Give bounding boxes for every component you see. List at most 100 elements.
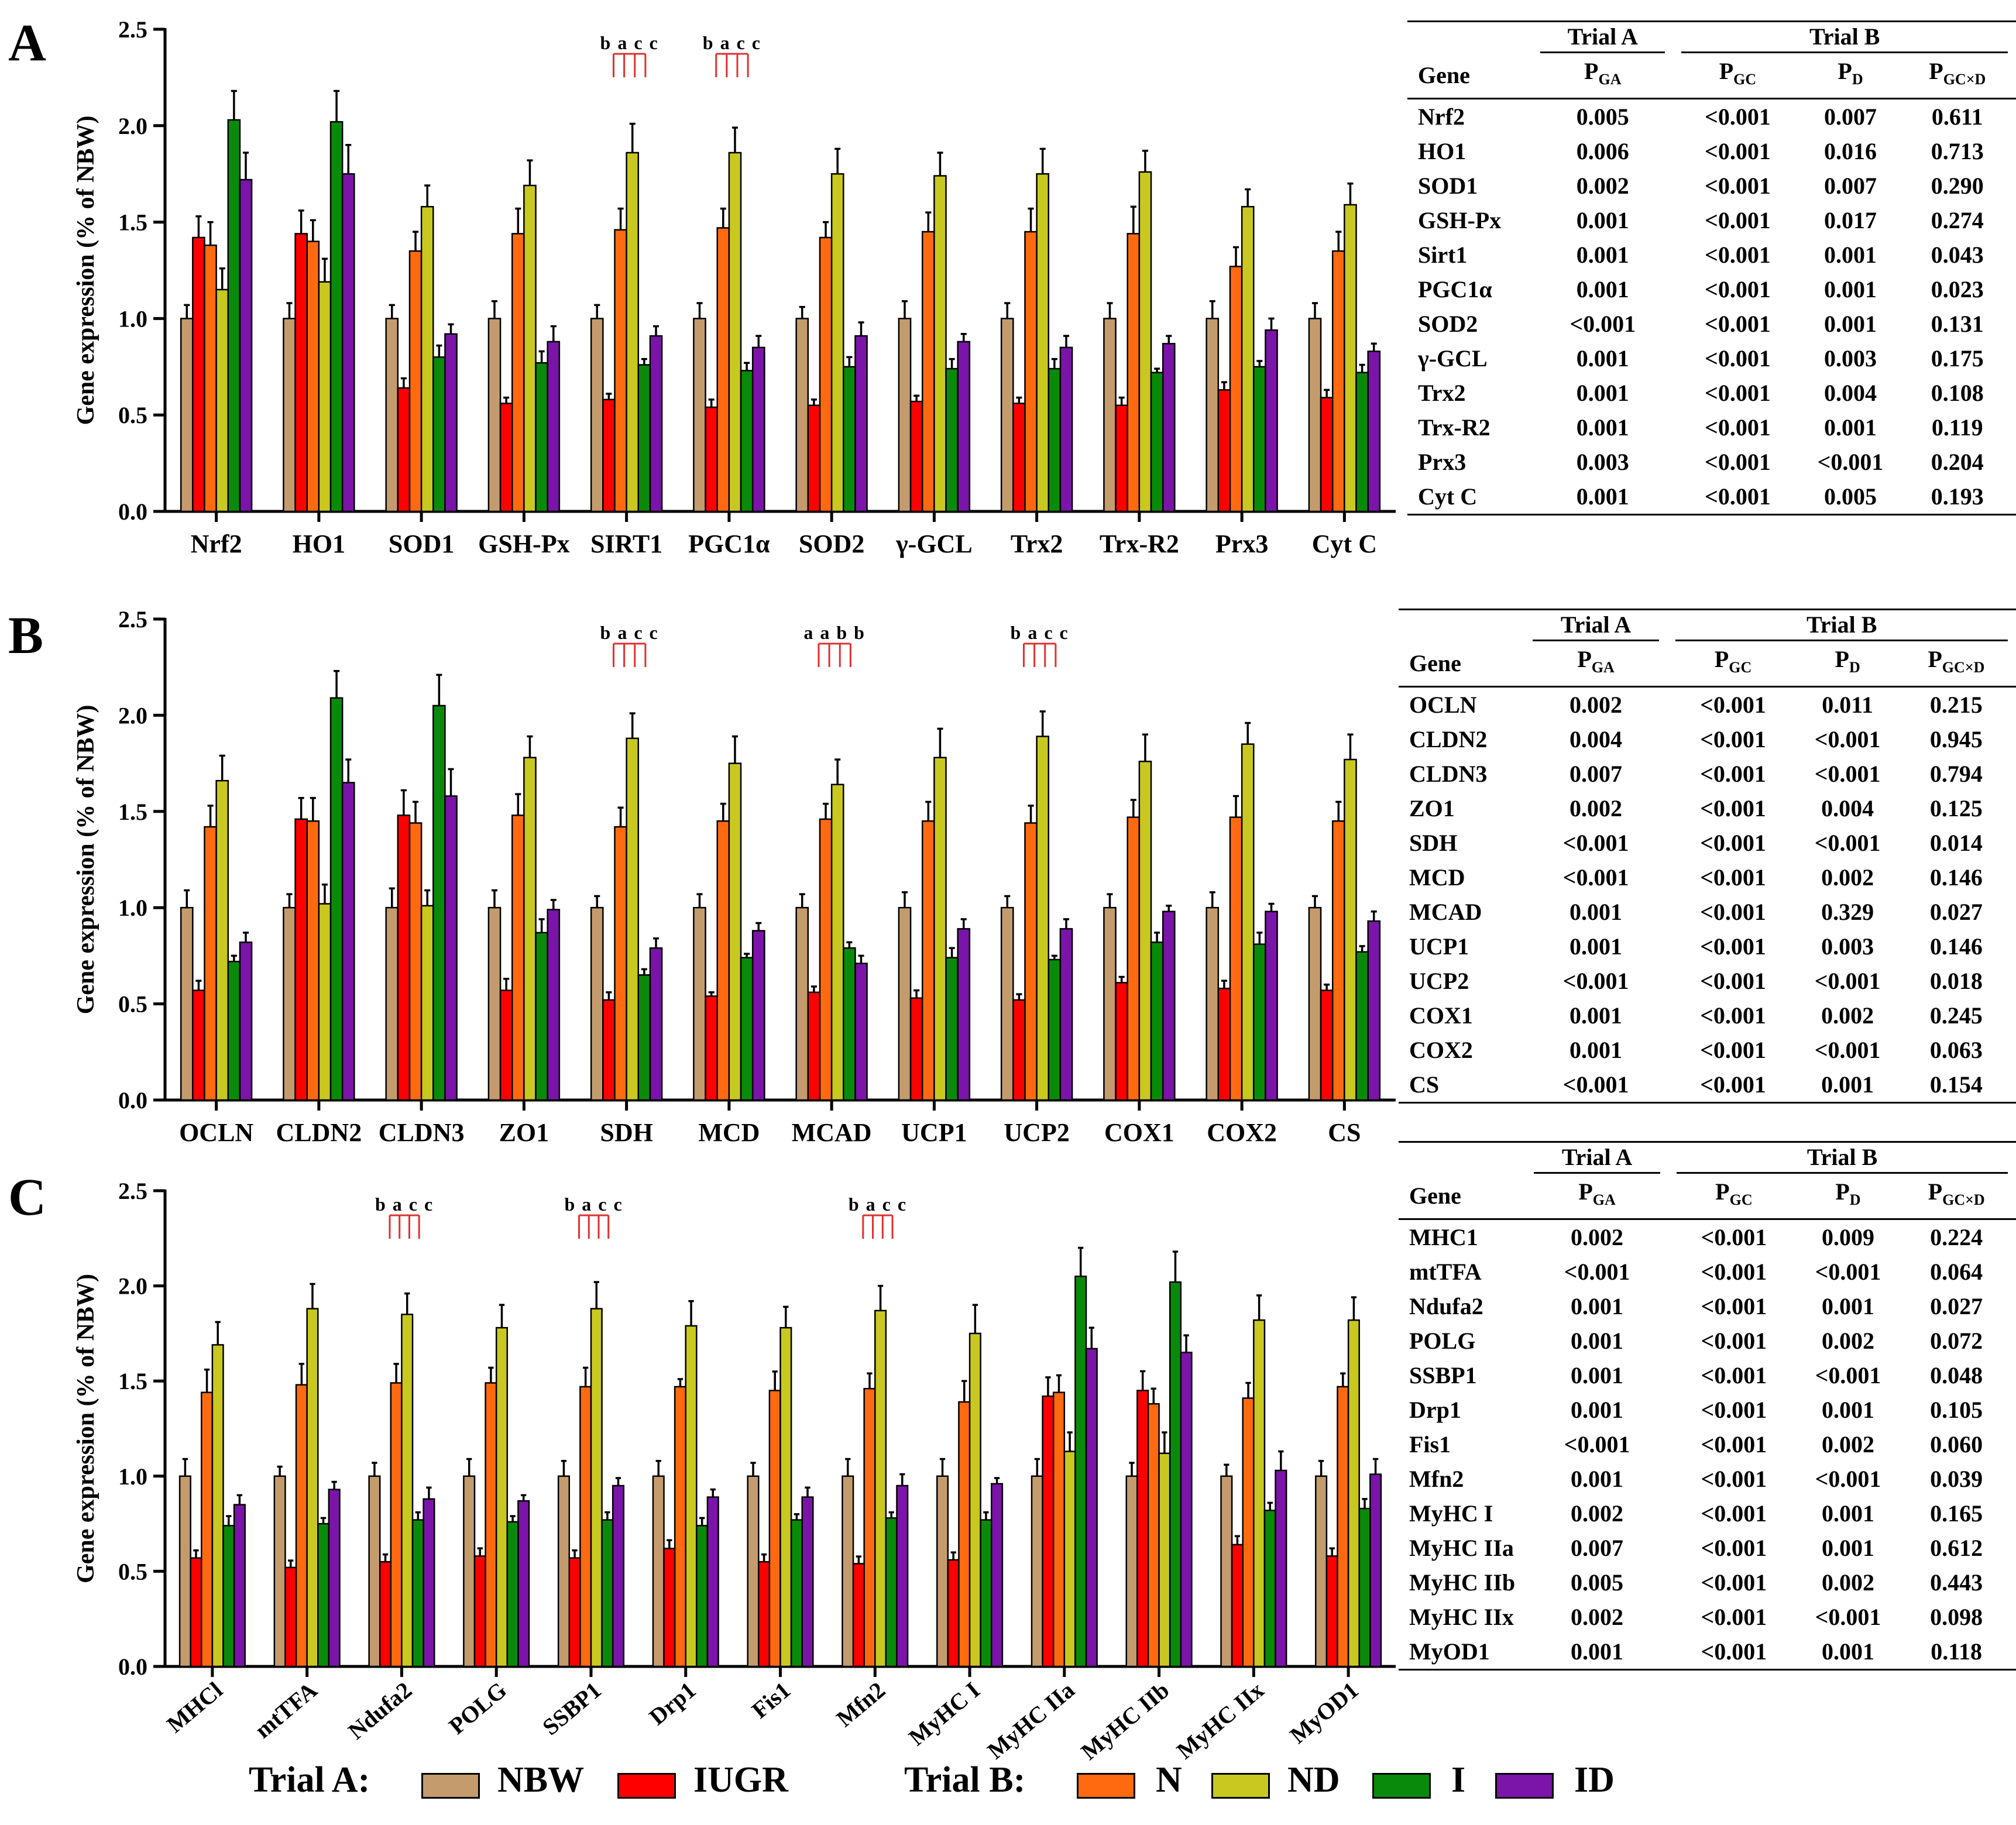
bar-i-ssbp1	[601, 1519, 614, 1668]
p-gcd-header: PGC×D	[1897, 1174, 2016, 1220]
bar-nd-myhc-i	[968, 1332, 981, 1668]
p-ga-cell: 0.001	[1571, 1293, 1624, 1319]
p-ga-cell: <0.001	[1562, 864, 1629, 891]
p-gcd-cell: 0.027	[1930, 1293, 1983, 1319]
table-header-columns: Gene PGA PGC PD PGC×D	[1399, 641, 2016, 688]
bar-i-cox2	[1253, 943, 1266, 1101]
bar-nd-sod1	[420, 205, 434, 513]
table-row: SDH <0.001 <0.001 <0.001 0.014	[1399, 826, 2016, 860]
bar-nd-cox1	[1138, 761, 1152, 1101]
p-gcd-cell: 0.215	[1929, 692, 1983, 718]
p-d-cell: 0.004	[1821, 795, 1874, 822]
p-d-cell: <0.001	[1814, 726, 1881, 752]
x-tick-label-myhc-iib: MyHC IIb	[1076, 1676, 1174, 1765]
bar-iugr-cyt-c	[1320, 397, 1334, 513]
bar-nbw-trx-r2	[1103, 318, 1117, 513]
bar-iugr-nrf2	[192, 236, 205, 513]
legend-swatch-nbw	[421, 1773, 480, 1799]
p-gc-header: PGC	[1673, 53, 1802, 99]
bar-i-myod1	[1358, 1507, 1371, 1668]
bar-nbw-ucp1	[898, 906, 912, 1101]
table-row: Trx2 0.001 <0.001 0.004 0.108	[1407, 376, 2016, 410]
bar-nd-mcad	[830, 783, 844, 1101]
bar-nbw-nrf2	[180, 318, 194, 513]
bar-i-cs	[1355, 951, 1369, 1101]
bar-n-sirt1	[614, 229, 627, 513]
p-ga-header: PGA	[1525, 1174, 1669, 1220]
bar-nd-myhc-iib	[1158, 1452, 1171, 1668]
bar-nd-nrf2	[215, 288, 229, 513]
p-ga-cell: 0.001	[1571, 1397, 1624, 1423]
p-gc-cell: <0.001	[1705, 173, 1771, 199]
panel-letter-b: B	[8, 607, 44, 665]
p-gcd-cell: 0.064	[1930, 1259, 1983, 1285]
bar-iugr-sirt1	[602, 398, 616, 513]
p-gcd-cell: 0.611	[1931, 104, 1983, 130]
bar-id-sod1	[444, 333, 458, 513]
bar-nd-sod2	[830, 173, 844, 513]
p-gc-cell: <0.001	[1700, 692, 1766, 718]
legend: Trial A: NBW IUGR Trial B: N ND I ID	[0, 1752, 2016, 1823]
p-gc-cell: <0.001	[1705, 311, 1771, 337]
bar-i-trx2	[1048, 367, 1062, 513]
bar-iugr-cldn3	[397, 814, 411, 1101]
table-row: SSBP1 0.001 <0.001 <0.001 0.048	[1399, 1358, 2016, 1393]
p-gcd-cell: 0.443	[1930, 1569, 1983, 1596]
bar-id-myhc-iia	[1085, 1348, 1098, 1668]
bar-n-pgc1	[716, 227, 730, 513]
bar-n-sod1	[408, 250, 423, 513]
bar-id-cldn3	[444, 795, 458, 1101]
bar-n-ucp2	[1024, 822, 1038, 1101]
chart-panel-a: 0.0 0.5 1.0 1.5 2.0 2.5 Gene expression (% of …	[73, 16, 1396, 558]
gene-cell: HO1	[1418, 138, 1467, 164]
p-gcd-cell: 0.274	[1931, 207, 1984, 233]
p-ga-cell: 0.002	[1569, 795, 1623, 822]
legend-trial-a-title: Trial A:	[249, 1760, 370, 1800]
bar-id-myhc-iix	[1275, 1469, 1287, 1668]
bar-nbw-fis1	[747, 1475, 760, 1668]
y-tick-label: 0.5	[118, 991, 147, 1018]
table-header-trials: Trial A Trial B	[1407, 20, 2016, 53]
y-tick-label: 2.0	[118, 702, 147, 728]
bar-n-gcl	[921, 231, 935, 513]
bar-iugr-myhc-i	[947, 1559, 960, 1668]
bar-nd-cldn3	[420, 905, 434, 1101]
significance-letters: b a c c	[849, 1194, 907, 1215]
p-gcd-cell: 0.023	[1931, 276, 1984, 303]
bar-nd-cs	[1344, 758, 1357, 1101]
table-row: Prx3 0.003 <0.001 <0.001 0.204	[1407, 445, 2016, 479]
p-ga-cell: 0.001	[1569, 1002, 1623, 1029]
bar-iugr-pgc1	[705, 406, 718, 513]
p-gcd-cell: 0.014	[1929, 830, 1983, 856]
legend-label-n: N	[1156, 1760, 1182, 1800]
bar-nbw-cldn2	[283, 906, 296, 1101]
bar-iugr-cox2	[1217, 988, 1231, 1101]
significance-annotation-sdh: b a c c	[600, 622, 658, 667]
bar-n-ucp1	[921, 820, 935, 1101]
table-row: OCLN 0.002 <0.001 0.011 0.215	[1399, 687, 2016, 723]
bar-i-sod2	[843, 366, 856, 513]
bar-n-mfn2	[863, 1387, 876, 1668]
bar-nd-polg	[495, 1326, 509, 1668]
bar-i-zo1	[535, 932, 548, 1101]
significance-annotation-ssbp1: b a c c	[565, 1194, 622, 1239]
p-d-cell: <0.001	[1814, 761, 1881, 787]
significance-letters: b a c c	[703, 32, 761, 53]
bar-iugr-mcad	[807, 991, 821, 1101]
gene-cell: CS	[1399, 1067, 1524, 1104]
p-gc-cell: <0.001	[1701, 1569, 1767, 1596]
bar-nbw-mttfa	[273, 1475, 286, 1668]
bar-n-ssbp1	[579, 1386, 592, 1668]
p-ga-cell: 0.002	[1569, 692, 1623, 718]
p-ga-cell: <0.001	[1569, 311, 1636, 337]
p-ga-cell: 0.001	[1576, 414, 1629, 441]
gene-cell: ZO1	[1409, 795, 1455, 822]
bar-id-sdh	[649, 947, 663, 1101]
p-ga-cell: 0.001	[1569, 933, 1623, 960]
table-row: POLG 0.001 <0.001 0.002 0.072	[1399, 1324, 2016, 1358]
bar-nbw-cs	[1308, 906, 1322, 1101]
table-header-columns: Gene PGA PGC PD PGC×D	[1399, 1174, 2016, 1220]
p-gcd-cell: 0.131	[1931, 311, 1984, 337]
bar-i-cyt-c	[1355, 372, 1369, 513]
legend-label-id: ID	[1574, 1760, 1615, 1800]
